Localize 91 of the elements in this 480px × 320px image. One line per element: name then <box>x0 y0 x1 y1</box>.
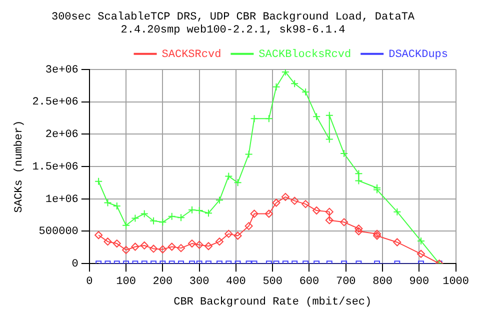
point <box>393 208 402 216</box>
point <box>131 214 140 222</box>
y-tick-label: 2.5e+06 <box>32 96 78 109</box>
point <box>264 114 273 123</box>
x-tick-label: 900 <box>409 276 430 288</box>
point <box>158 245 167 254</box>
point <box>290 80 299 88</box>
point <box>354 170 363 178</box>
point <box>215 238 224 246</box>
legend-label: SACKBlocksRcvd <box>258 48 352 61</box>
point <box>104 238 112 246</box>
point <box>158 218 167 226</box>
y-tick-label: 2e+06 <box>45 129 78 142</box>
point <box>312 206 321 215</box>
x-tick-label: 800 <box>372 276 392 288</box>
point <box>281 69 290 76</box>
point <box>340 218 348 226</box>
point <box>373 184 382 192</box>
point <box>354 176 363 185</box>
point <box>94 231 103 240</box>
point <box>140 210 148 218</box>
point <box>140 241 148 250</box>
point <box>264 210 273 218</box>
point <box>272 82 280 91</box>
point <box>416 250 425 258</box>
point <box>325 208 334 216</box>
legend-label: DSACKDups <box>388 48 448 61</box>
point <box>250 114 258 123</box>
y-tick-label: 0 <box>72 258 78 271</box>
chart-subtitle: 2.4.20smp web100-2.2.1, sk98-6.1.4 <box>120 24 346 37</box>
point <box>224 172 233 180</box>
point <box>94 177 103 186</box>
point <box>325 111 334 120</box>
point <box>416 236 425 245</box>
point <box>281 192 290 201</box>
point <box>325 135 334 144</box>
point <box>150 244 158 253</box>
point <box>104 198 112 207</box>
point <box>131 242 140 251</box>
point <box>168 242 176 251</box>
point <box>195 240 204 249</box>
point <box>204 209 212 218</box>
x-tick-label: 1000 <box>442 276 469 288</box>
point <box>354 227 363 236</box>
y-tick-label: 500000 <box>38 226 78 238</box>
x-tick-label: 200 <box>152 276 173 288</box>
y-axis-title: SACKs (number) <box>14 120 26 213</box>
point <box>188 240 196 248</box>
point <box>122 221 130 230</box>
x-tick-label: 100 <box>116 276 136 288</box>
x-tick-label: 300 <box>189 276 210 288</box>
point <box>354 224 363 233</box>
point <box>112 202 121 210</box>
point <box>204 242 212 250</box>
point <box>312 112 321 121</box>
chart-title: 300sec ScalableTCP DRS, UDP CBR Background Load, DataTA <box>51 12 415 24</box>
point <box>302 200 310 208</box>
point <box>340 150 348 158</box>
point <box>250 210 258 218</box>
point <box>195 206 204 215</box>
legend-label: SACKSRcvd <box>162 48 222 61</box>
point <box>122 246 130 254</box>
point <box>168 212 176 220</box>
point <box>234 232 242 240</box>
point <box>177 214 186 222</box>
point <box>302 88 310 96</box>
x-axis-title: CBR Background Rate (mbit/sec) <box>174 296 372 308</box>
x-tick-label: 0 <box>86 276 93 288</box>
x-tick-label: 700 <box>336 276 356 288</box>
point <box>290 196 299 205</box>
point <box>244 150 253 158</box>
point <box>373 186 382 194</box>
x-tick-label: 600 <box>299 276 320 288</box>
point <box>150 216 158 225</box>
point <box>325 216 334 224</box>
y-tick-label: 1.5e+06 <box>32 161 78 174</box>
point <box>112 240 121 248</box>
point <box>224 230 233 238</box>
point <box>393 238 402 246</box>
point <box>234 178 242 187</box>
point <box>244 222 253 230</box>
point <box>373 230 382 238</box>
y-tick-label: 1e+06 <box>45 194 78 206</box>
y-tick-label: 3e+06 <box>45 64 78 76</box>
x-tick-label: 500 <box>262 276 283 288</box>
point <box>373 232 382 240</box>
point <box>215 196 224 204</box>
point <box>177 244 186 252</box>
point <box>272 198 280 207</box>
point <box>188 206 196 214</box>
x-tick-label: 400 <box>226 276 246 288</box>
